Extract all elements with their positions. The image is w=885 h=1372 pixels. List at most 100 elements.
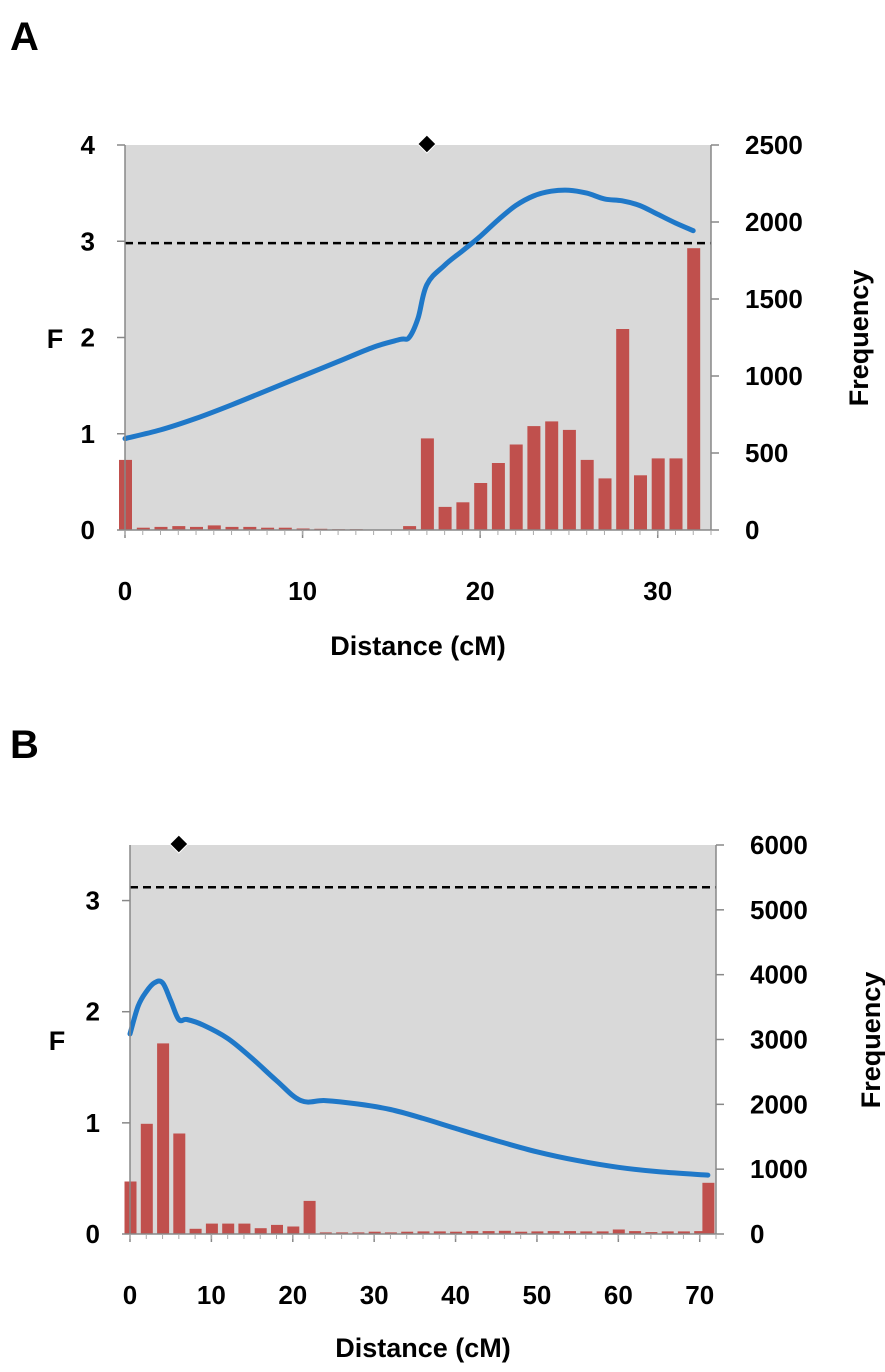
axes: 0 1 2 3 4 0 500 1000 1500 2000 2500 0 10 20 30 — [81, 130, 803, 606]
frequency-bar — [438, 506, 452, 530]
frequency-bar — [172, 526, 186, 530]
right-tick-label: 2500 — [745, 130, 803, 160]
left-tick-label: 2 — [81, 323, 95, 353]
frequency-bars — [119, 248, 701, 530]
x-tick-label: 10 — [197, 1280, 226, 1310]
panel-a: A 0 1 2 3 4 0 500 1000 1500 2000 2500 0 10 20 30 Dista… — [10, 15, 874, 661]
frequency-bar — [173, 1133, 186, 1234]
x-tick-label: 20 — [466, 576, 495, 606]
left-axis-title: F — [49, 1026, 66, 1056]
frequency-bar — [401, 1231, 414, 1234]
frequency-bar — [238, 1223, 251, 1234]
x-tick-label: 70 — [685, 1280, 714, 1310]
left-tick-label: 3 — [86, 886, 100, 916]
x-tick-label: 0 — [118, 576, 132, 606]
frequency-bar — [336, 1232, 349, 1234]
right-tick-label: 1500 — [745, 284, 803, 314]
frequency-bar — [466, 1231, 479, 1234]
frequency-bar — [384, 1232, 397, 1234]
plot-background — [125, 145, 711, 530]
x-tick-label: 30 — [643, 576, 672, 606]
frequency-bar — [598, 478, 612, 530]
x-axis-title: Distance (cM) — [335, 1333, 511, 1363]
f-curve — [127, 978, 711, 1178]
frequency-bar — [157, 1043, 170, 1234]
frequency-bar — [243, 526, 257, 530]
frequency-bar — [271, 1224, 283, 1234]
right-tick-label: 0 — [745, 515, 759, 545]
left-axis-title: F — [47, 324, 64, 354]
frequency-bar — [482, 1231, 495, 1234]
frequency-bar — [491, 463, 505, 530]
panel-label: A — [10, 15, 39, 59]
x-tick-label: 20 — [278, 1280, 307, 1310]
right-tick-label: 5000 — [750, 895, 808, 925]
frequency-bar — [687, 248, 701, 530]
left-tick-label: 1 — [86, 1108, 100, 1138]
x-tick-label: 50 — [522, 1280, 551, 1310]
frequency-bar — [515, 1231, 528, 1234]
frequency-bar — [531, 1231, 544, 1234]
frequency-bar — [616, 329, 630, 530]
frequency-bar — [222, 1223, 235, 1234]
right-tick-label: 2000 — [745, 207, 803, 237]
frequency-bar — [564, 1231, 576, 1234]
left-tick-label: 0 — [86, 1219, 100, 1249]
frequency-bar — [261, 527, 275, 530]
right-tick-label: 6000 — [750, 830, 808, 860]
frequency-bar — [651, 458, 665, 530]
x-tick-label: 40 — [441, 1280, 470, 1310]
frequency-bar — [207, 525, 221, 530]
frequency-bar — [403, 526, 417, 530]
frequency-bar — [368, 1231, 381, 1234]
frequency-bar — [278, 527, 292, 530]
frequency-bar — [136, 527, 150, 530]
x-tick-label: 30 — [360, 1280, 389, 1310]
right-tick-label: 1000 — [750, 1154, 808, 1184]
x-tick-label: 60 — [604, 1280, 633, 1310]
right-axis-title: Frequency — [856, 972, 885, 1109]
f-curve — [122, 187, 696, 442]
frequency-bar — [509, 444, 523, 530]
peak-marker-diamond — [417, 134, 437, 154]
frequency-bar — [205, 1223, 218, 1234]
frequency-bar — [474, 483, 488, 530]
frequency-bar — [498, 1230, 511, 1234]
frequency-bar — [456, 502, 470, 530]
frequency-bar — [303, 1200, 316, 1234]
frequency-bar — [352, 1232, 365, 1234]
frequency-bar — [596, 1231, 609, 1234]
frequency-bar — [612, 1229, 625, 1234]
frequency-bar — [580, 459, 594, 530]
frequency-bar — [580, 1231, 593, 1234]
frequency-bar — [287, 1226, 300, 1234]
frequency-bar — [319, 1232, 332, 1234]
frequency-bar — [450, 1231, 463, 1234]
frequency-bar — [669, 458, 683, 530]
frequency-bar — [433, 1231, 446, 1234]
right-tick-label: 2000 — [750, 1089, 808, 1119]
frequency-bar — [661, 1231, 674, 1234]
frequency-bar — [547, 1231, 560, 1234]
left-tick-label: 0 — [81, 515, 95, 545]
right-tick-label: 4000 — [750, 960, 808, 990]
frequency-bar — [645, 1232, 658, 1234]
frequency-bar — [417, 1231, 430, 1234]
frequency-bar — [545, 421, 559, 530]
frequency-bar — [154, 526, 168, 530]
left-tick-label: 2 — [86, 997, 100, 1027]
frequency-bar — [190, 526, 203, 530]
frequency-bar — [562, 429, 576, 530]
frequency-bars — [124, 1043, 715, 1234]
peak-marker-diamond — [169, 834, 189, 854]
frequency-bar — [694, 1231, 707, 1234]
right-tick-label: 0 — [750, 1219, 764, 1249]
frequency-bar — [702, 1182, 715, 1234]
panel-label: B — [10, 723, 39, 767]
frequency-bar — [634, 475, 647, 530]
frequency-bar — [677, 1231, 690, 1234]
left-tick-label: 4 — [81, 130, 96, 160]
